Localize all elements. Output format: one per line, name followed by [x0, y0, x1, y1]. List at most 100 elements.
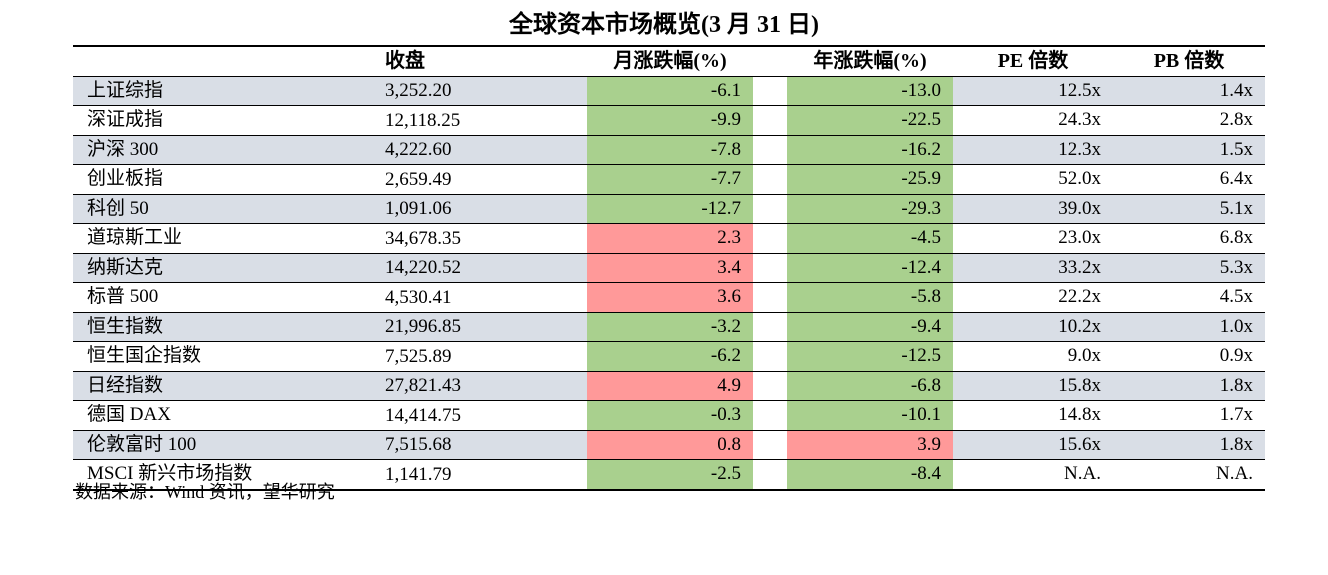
year-change-cell: -12.4: [787, 253, 953, 283]
index-name-cell: 上证综指: [73, 76, 385, 106]
month-change-cell: -3.2: [587, 312, 753, 342]
pb-cell: 1.8x: [1113, 371, 1265, 401]
index-name-cell: 恒生指数: [73, 312, 385, 342]
index-name-cell: 创业板指: [87, 168, 164, 190]
year-change-cell: -16.2: [787, 135, 953, 165]
month-change-cell: -7.8: [587, 135, 753, 165]
year-change-cell: -25.9: [787, 164, 953, 194]
close-value-cell: 2,659.49: [385, 168, 452, 190]
pe-cell: 24.3x: [1058, 109, 1101, 131]
month-change-cell: 0.8: [587, 430, 753, 460]
index-name-cell: 深证成指: [87, 109, 164, 131]
year-change-cell: -10.1: [787, 400, 953, 430]
table-row: 创业板指 2,659.49 -7.7 -25.9 52.0x 6.4x: [73, 164, 1265, 194]
pb-cell: 2.8x: [1219, 109, 1253, 131]
close-value-cell: 27,821.43: [385, 371, 587, 401]
index-name-cell: 纳斯达克: [73, 253, 385, 283]
close-value-cell: 14,220.52: [385, 253, 587, 283]
table-row: 德国 DAX 14,414.75 -0.3 -10.1 14.8x 1.7x: [73, 400, 1265, 430]
pe-cell: 33.2x: [953, 253, 1113, 283]
pe-cell: 9.0x: [1067, 345, 1101, 367]
table-row: 伦敦富时 100 7,515.68 0.8 3.9 15.6x 1.8x: [73, 430, 1265, 460]
table-row: 恒生国企指数 7,525.89 -6.2 -12.5 9.0x 0.9x: [73, 341, 1265, 371]
gap-cell: [753, 371, 787, 401]
header-gap: [753, 46, 787, 76]
gap-cell: [753, 135, 787, 165]
pe-cell: 39.0x: [953, 194, 1113, 224]
gap-cell: [753, 312, 787, 342]
close-value-cell: 14,414.75: [385, 404, 461, 426]
close-value-cell: 3,252.20: [385, 76, 587, 106]
close-value-cell: 7,525.89: [385, 345, 452, 367]
pb-cell: 1.4x: [1113, 76, 1265, 106]
year-change-cell: -6.8: [787, 371, 953, 401]
pe-cell: 10.2x: [953, 312, 1113, 342]
pe-cell: 15.8x: [953, 371, 1113, 401]
month-change-cell: 3.4: [587, 253, 753, 283]
month-change-cell: 3.6: [587, 282, 753, 312]
gap-cell: [753, 459, 787, 490]
pe-cell: 12.3x: [953, 135, 1113, 165]
market-overview-table: 收盘 月涨跌幅(%) 年涨跌幅(%) PE 倍数 PB 倍数 上证综指 3,252…: [73, 45, 1265, 491]
close-value-cell: 21,996.85: [385, 312, 587, 342]
header-year-change: 年涨跌幅(%): [813, 50, 927, 73]
pb-cell: 5.1x: [1113, 194, 1265, 224]
index-name-cell: 标普 500: [87, 286, 159, 308]
month-change-cell: -6.2: [587, 341, 753, 371]
gap-cell: [753, 76, 787, 106]
year-change-cell: -13.0: [787, 76, 953, 106]
close-value-cell: 4,530.41: [385, 286, 452, 308]
index-name-cell: 道琼斯工业: [87, 227, 183, 249]
index-name-cell: 科创 50: [73, 194, 385, 224]
close-value-cell: 4,222.60: [385, 135, 587, 165]
pb-cell: N.A.: [1216, 463, 1253, 485]
month-change-cell: 4.9: [587, 371, 753, 401]
year-change-cell: -12.5: [787, 341, 953, 371]
gap-cell: [753, 164, 787, 194]
table-row: 日经指数 27,821.43 4.9 -6.8 15.8x 1.8x: [73, 371, 1265, 401]
year-change-cell: 3.9: [787, 430, 953, 460]
gap-cell: [753, 253, 787, 283]
month-change-cell: -12.7: [587, 194, 753, 224]
month-change-cell: -2.5: [587, 459, 753, 490]
gap-cell: [753, 400, 787, 430]
pb-cell: 6.4x: [1219, 168, 1253, 190]
index-name-cell: 沪深 300: [73, 135, 385, 165]
pb-cell: 5.3x: [1113, 253, 1265, 283]
table-row: 恒生指数 21,996.85 -3.2 -9.4 10.2x 1.0x: [73, 312, 1265, 342]
pe-cell: 52.0x: [1058, 168, 1101, 190]
gap-cell: [753, 194, 787, 224]
page-title: 全球资本市场概览(3 月 31 日): [509, 12, 819, 38]
table-row: 纳斯达克 14,220.52 3.4 -12.4 33.2x 5.3x: [73, 253, 1265, 283]
year-change-cell: -29.3: [787, 194, 953, 224]
year-change-cell: -5.8: [787, 282, 953, 312]
pe-cell: N.A.: [1064, 463, 1101, 485]
index-name-cell: 德国 DAX: [87, 404, 171, 426]
month-change-cell: -9.9: [587, 105, 753, 135]
gap-cell: [753, 223, 787, 253]
month-change-cell: -7.7: [587, 164, 753, 194]
header-name: [73, 46, 385, 76]
header-row: 收盘 月涨跌幅(%) 年涨跌幅(%) PE 倍数 PB 倍数: [73, 46, 1265, 76]
source-note: 数据来源：Wind 资讯，望华研究: [75, 482, 335, 502]
pb-cell: 1.7x: [1219, 404, 1253, 426]
header-close: 收盘: [385, 50, 425, 73]
table-row: 上证综指 3,252.20 -6.1 -13.0 12.5x 1.4x: [73, 76, 1265, 106]
close-value-cell: 1,091.06: [385, 194, 587, 224]
index-name-cell: 日经指数: [73, 371, 385, 401]
close-value-cell: 34,678.35: [385, 227, 461, 249]
pb-cell: 1.0x: [1113, 312, 1265, 342]
header-month-change: 月涨跌幅(%): [613, 50, 727, 73]
month-change-cell: -0.3: [587, 400, 753, 430]
pe-cell: 15.6x: [953, 430, 1113, 460]
close-value-cell: 1,141.79: [385, 463, 452, 485]
table-row: 科创 50 1,091.06 -12.7 -29.3 39.0x 5.1x: [73, 194, 1265, 224]
month-change-cell: 2.3: [587, 223, 753, 253]
pb-cell: 6.8x: [1219, 227, 1253, 249]
table-row: 沪深 300 4,222.60 -7.8 -16.2 12.3x 1.5x: [73, 135, 1265, 165]
pb-cell: 1.8x: [1113, 430, 1265, 460]
table-body: 上证综指 3,252.20 -6.1 -13.0 12.5x 1.4x 深证成指 12,118…: [73, 76, 1265, 490]
header-pe: PE 倍数: [997, 50, 1069, 73]
year-change-cell: -9.4: [787, 312, 953, 342]
year-change-cell: -22.5: [787, 105, 953, 135]
